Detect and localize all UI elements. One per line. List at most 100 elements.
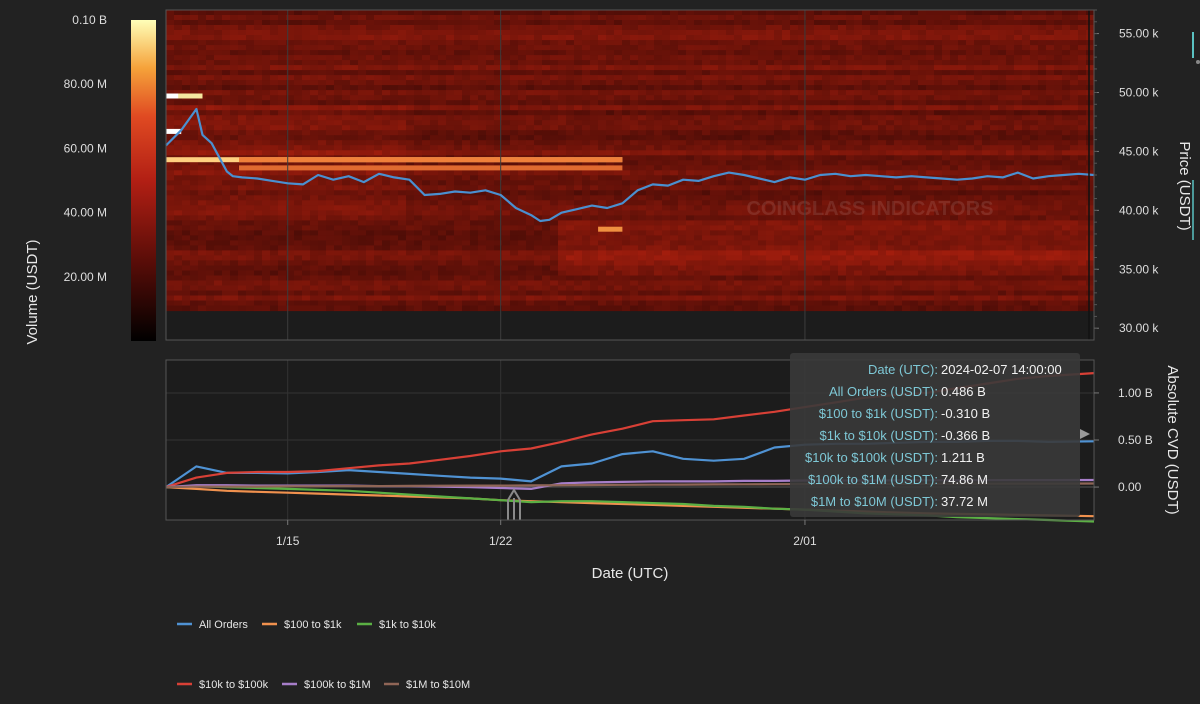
heatmap-cell bbox=[190, 15, 199, 21]
heatmap-cell bbox=[294, 20, 303, 26]
heatmap-cell bbox=[486, 75, 495, 81]
heatmap-cell bbox=[270, 195, 279, 201]
heatmap-cell bbox=[822, 195, 831, 201]
heatmap-cell bbox=[758, 115, 767, 121]
heatmap-cell bbox=[398, 190, 407, 196]
heatmap-cell bbox=[382, 200, 391, 206]
heatmap-cell bbox=[302, 175, 311, 181]
heatmap-cell bbox=[502, 20, 511, 26]
heatmap-cell bbox=[814, 20, 823, 26]
heatmap-cell bbox=[878, 65, 887, 71]
heatmap-cell bbox=[966, 30, 975, 36]
heatmap-cell bbox=[166, 200, 175, 206]
heatmap-cell bbox=[558, 80, 567, 86]
heatmap-cell bbox=[766, 110, 775, 116]
heatmap-cell bbox=[646, 180, 655, 186]
heatmap-cell bbox=[798, 50, 807, 56]
heatmap-cell bbox=[974, 215, 983, 221]
heatmap-cell bbox=[678, 75, 687, 81]
heatmap-cell bbox=[678, 140, 687, 146]
heatmap-cell bbox=[726, 115, 735, 121]
heatmap-cell bbox=[894, 220, 903, 226]
heatmap-cell bbox=[766, 40, 775, 46]
heatmap-cell bbox=[750, 80, 759, 86]
heatmap-cell bbox=[830, 50, 839, 56]
heatmap-cell bbox=[806, 180, 815, 186]
heatmap-cell bbox=[206, 115, 215, 121]
heatmap-cell bbox=[766, 160, 775, 166]
heatmap-cell bbox=[902, 125, 911, 131]
heatmap-cell bbox=[390, 140, 399, 146]
heatmap-cell bbox=[174, 195, 183, 201]
heatmap-cell bbox=[502, 145, 511, 151]
heatmap-cell bbox=[726, 135, 735, 141]
heatmap-cell bbox=[686, 20, 695, 26]
heatmap-cell bbox=[1022, 55, 1031, 61]
heatmap-cell bbox=[598, 135, 607, 141]
heatmap-cell bbox=[374, 95, 383, 101]
heatmap-cell bbox=[534, 130, 543, 136]
heatmap-cell bbox=[718, 75, 727, 81]
heatmap-cell bbox=[470, 10, 479, 16]
heatmap-cell bbox=[966, 110, 975, 116]
heatmap-cell bbox=[574, 20, 583, 26]
heatmap-cell bbox=[198, 115, 207, 121]
heatmap-cell bbox=[270, 95, 279, 101]
heatmap-cell bbox=[950, 145, 959, 151]
heatmap-cell bbox=[710, 205, 719, 211]
heatmap-cell bbox=[1086, 190, 1095, 196]
heatmap-cell bbox=[318, 110, 327, 116]
heatmap-cell bbox=[798, 120, 807, 126]
heatmap-cell bbox=[830, 190, 839, 196]
heatmap-cell bbox=[294, 210, 303, 216]
heatmap-cell bbox=[542, 30, 551, 36]
heatmap-cell bbox=[934, 210, 943, 216]
heatmap-cell bbox=[278, 15, 287, 21]
heatmap-cell bbox=[750, 155, 759, 161]
heatmap-cell bbox=[742, 130, 751, 136]
heatmap-cell bbox=[886, 120, 895, 126]
heatmap-cell bbox=[758, 185, 767, 191]
heatmap-cell bbox=[950, 150, 959, 156]
heatmap-cell bbox=[878, 15, 887, 21]
heatmap-cell bbox=[262, 145, 271, 151]
heatmap-cell bbox=[966, 35, 975, 41]
heatmap-cell bbox=[606, 170, 615, 176]
heatmap-cell bbox=[950, 220, 959, 226]
heatmap-cell bbox=[230, 135, 239, 141]
heatmap-cell bbox=[390, 190, 399, 196]
heatmap-cell bbox=[534, 15, 543, 21]
heatmap-cell bbox=[486, 125, 495, 131]
heatmap-cell bbox=[934, 155, 943, 161]
heatmap-cell bbox=[974, 20, 983, 26]
heatmap-cell bbox=[1006, 165, 1015, 171]
heatmap-cell bbox=[430, 85, 439, 91]
heatmap-cell bbox=[390, 85, 399, 91]
heatmap-cell bbox=[190, 100, 199, 106]
heatmap-cell bbox=[926, 65, 935, 71]
heatmap-cell bbox=[966, 50, 975, 56]
heatmap-cell bbox=[534, 20, 543, 26]
heatmap-cell bbox=[582, 220, 591, 226]
heatmap-cell bbox=[1006, 10, 1015, 16]
heatmap-cell bbox=[838, 85, 847, 91]
heatmap-cell bbox=[982, 15, 991, 21]
heatmap-cell bbox=[1030, 150, 1039, 156]
heatmap-cell bbox=[174, 215, 183, 221]
heatmap-cell bbox=[598, 110, 607, 116]
heatmap-cell bbox=[182, 205, 191, 211]
heatmap-cell bbox=[1054, 120, 1063, 126]
heatmap-cell bbox=[342, 180, 351, 186]
heatmap-cell bbox=[462, 20, 471, 26]
heatmap-cell bbox=[614, 45, 623, 51]
heatmap-cell bbox=[894, 215, 903, 221]
heatmap-cell bbox=[878, 130, 887, 136]
heatmap-cell bbox=[982, 195, 991, 201]
heatmap-cell bbox=[598, 25, 607, 31]
heatmap-cell bbox=[198, 110, 207, 116]
heatmap-cell bbox=[390, 20, 399, 26]
heatmap-cell bbox=[926, 110, 935, 116]
heatmap-cell bbox=[534, 70, 543, 76]
heatmap-cell bbox=[246, 100, 255, 106]
heatmap-cell bbox=[494, 120, 503, 126]
